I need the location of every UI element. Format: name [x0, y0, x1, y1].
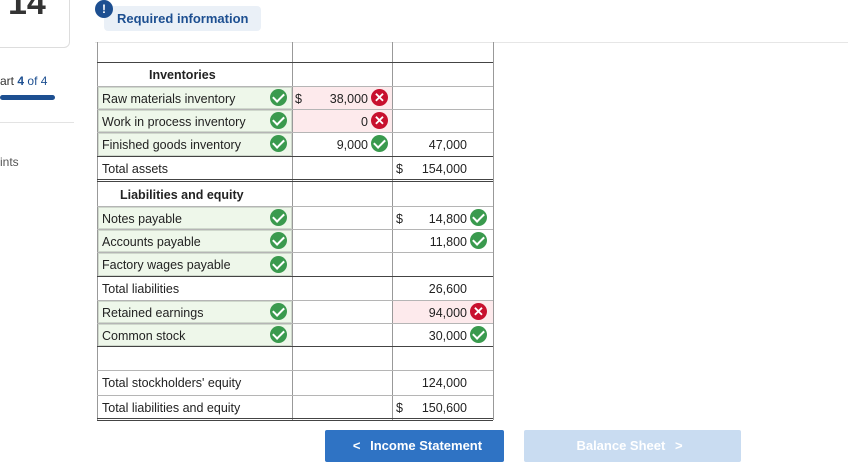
correct-check-icon: [470, 232, 487, 249]
correct-check-icon: [270, 256, 287, 273]
notes-payable-amount[interactable]: 14,800: [428, 212, 467, 226]
part-of: of 4: [27, 74, 48, 88]
chevron-right-icon: >: [674, 438, 683, 453]
dollar-sign: $: [396, 162, 403, 176]
common-stock-amount[interactable]: 30,000: [428, 329, 467, 343]
total-assets-amount[interactable]: 154,000: [421, 162, 467, 176]
common-stock-label: Common stock: [102, 329, 186, 343]
grid-line: [292, 42, 293, 420]
label-cell[interactable]: [98, 133, 292, 156]
inventories-header: Inventories: [149, 68, 216, 82]
label-cell[interactable]: [98, 230, 292, 252]
grid-line: [97, 229, 493, 230]
total-le-label: Total liabilities and equity: [102, 401, 241, 415]
points-label: ints: [0, 155, 19, 169]
grid-line: [97, 300, 493, 301]
liabilities-header: Liabilities and equity: [120, 188, 244, 202]
grid-line: [97, 132, 493, 133]
total-liabilities-amount[interactable]: 26,600: [428, 282, 467, 296]
grid-line: [392, 42, 393, 420]
prev-income-statement-button[interactable]: < Income Statement: [325, 430, 504, 462]
part-prefix: art: [0, 74, 15, 88]
incorrect-x-icon: ✕: [371, 112, 388, 129]
question-card[interactable]: [0, 0, 70, 48]
inventories-total[interactable]: 47,000: [428, 138, 467, 152]
part-current: 4: [17, 74, 25, 88]
correct-check-icon: [270, 135, 287, 152]
chevron-left-icon: <: [352, 438, 361, 453]
part-indicator: art 4 of 4: [0, 74, 47, 88]
grid-line: [97, 42, 98, 420]
dollar-sign: $: [295, 92, 302, 106]
total-se-label: Total stockholders' equity: [102, 376, 242, 390]
grid-line: [97, 395, 493, 396]
correct-check-icon: [470, 326, 487, 343]
finished-goods-amount[interactable]: 9,000: [336, 138, 368, 152]
next-button-label: Balance Sheet: [576, 438, 666, 453]
label-cell[interactable]: [98, 207, 292, 229]
question-number: 14: [8, 0, 46, 22]
accounts-payable-amount[interactable]: 11,800: [429, 235, 467, 249]
total-se-amount[interactable]: 124,000: [421, 376, 467, 390]
grid-line: [97, 109, 493, 110]
incorrect-x-icon: ✕: [371, 89, 388, 106]
grid-line: [97, 252, 493, 253]
grid-line: [97, 86, 493, 87]
label-cell[interactable]: [98, 253, 292, 276]
wip-amount[interactable]: 0: [361, 115, 368, 129]
correct-check-icon: [270, 232, 287, 249]
grid-line: [97, 418, 493, 421]
retained-earnings-label: Retained earnings: [102, 306, 204, 320]
raw-materials-label: Raw materials inventory: [102, 92, 236, 106]
factory-wages-label: Factory wages payable: [102, 258, 231, 272]
incorrect-cell[interactable]: [293, 110, 392, 132]
incorrect-cell[interactable]: [393, 301, 493, 323]
incorrect-x-icon: ✕: [470, 303, 487, 320]
retained-earnings-amount[interactable]: 94,000: [428, 306, 467, 320]
finished-goods-label: Finished goods inventory: [102, 138, 241, 152]
prev-button-label: Income Statement: [370, 438, 483, 453]
next-balance-sheet-button[interactable]: Balance Sheet >: [524, 430, 741, 462]
dollar-sign: $: [396, 212, 403, 226]
correct-check-icon: [270, 209, 287, 226]
label-cell[interactable]: [98, 110, 292, 132]
required-info-tab[interactable]: Required information: [104, 6, 261, 31]
grid-line: [97, 346, 493, 347]
notes-payable-label: Notes payable: [102, 212, 182, 226]
grid-line: [97, 62, 493, 63]
total-liabilities-label: Total liabilities: [102, 282, 180, 296]
incorrect-cell[interactable]: [293, 87, 392, 109]
header-divider: [95, 42, 848, 43]
total-le-amount[interactable]: 150,600: [421, 401, 467, 415]
sidebar-divider: [0, 122, 74, 123]
grid-line: [97, 206, 493, 207]
grid-line: [97, 323, 493, 324]
label-cell[interactable]: [98, 87, 292, 109]
accounts-payable-label: Accounts payable: [102, 235, 201, 249]
wip-label: Work in process inventory: [102, 115, 246, 129]
correct-check-icon: [371, 135, 388, 152]
correct-check-icon: [270, 326, 287, 343]
correct-check-icon: [470, 209, 487, 226]
grid-line: [97, 156, 493, 157]
raw-materials-amount[interactable]: 38,000: [329, 92, 368, 106]
label-cell[interactable]: [98, 301, 292, 323]
correct-check-icon: [270, 89, 287, 106]
grid-line: [97, 179, 493, 182]
alert-icon: !: [95, 0, 113, 18]
correct-check-icon: [270, 303, 287, 320]
label-cell[interactable]: [98, 324, 292, 346]
grid-line: [97, 370, 493, 371]
dollar-sign: $: [396, 401, 403, 415]
grid-line: [97, 276, 493, 277]
part-progress-bar: [0, 95, 55, 100]
correct-check-icon: [270, 112, 287, 129]
grid-line: [493, 42, 494, 420]
total-assets-label: Total assets: [102, 162, 169, 176]
